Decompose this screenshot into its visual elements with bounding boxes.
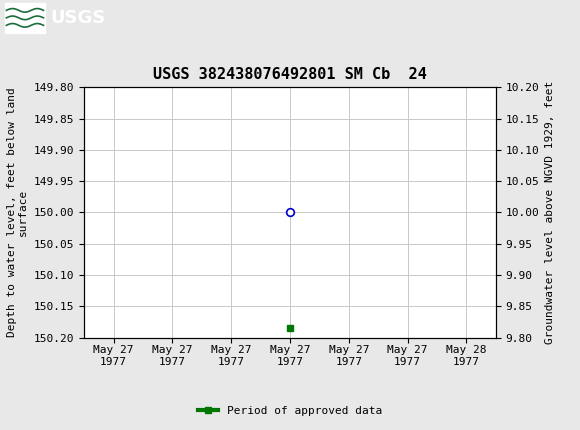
- FancyBboxPatch shape: [5, 3, 45, 33]
- Text: USGS: USGS: [50, 9, 105, 27]
- Legend: Period of approved data: Period of approved data: [194, 401, 386, 420]
- Title: USGS 382438076492801 SM Cb  24: USGS 382438076492801 SM Cb 24: [153, 67, 427, 82]
- Y-axis label: Groundwater level above NGVD 1929, feet: Groundwater level above NGVD 1929, feet: [545, 81, 555, 344]
- Y-axis label: Depth to water level, feet below land
surface: Depth to water level, feet below land su…: [7, 88, 28, 337]
